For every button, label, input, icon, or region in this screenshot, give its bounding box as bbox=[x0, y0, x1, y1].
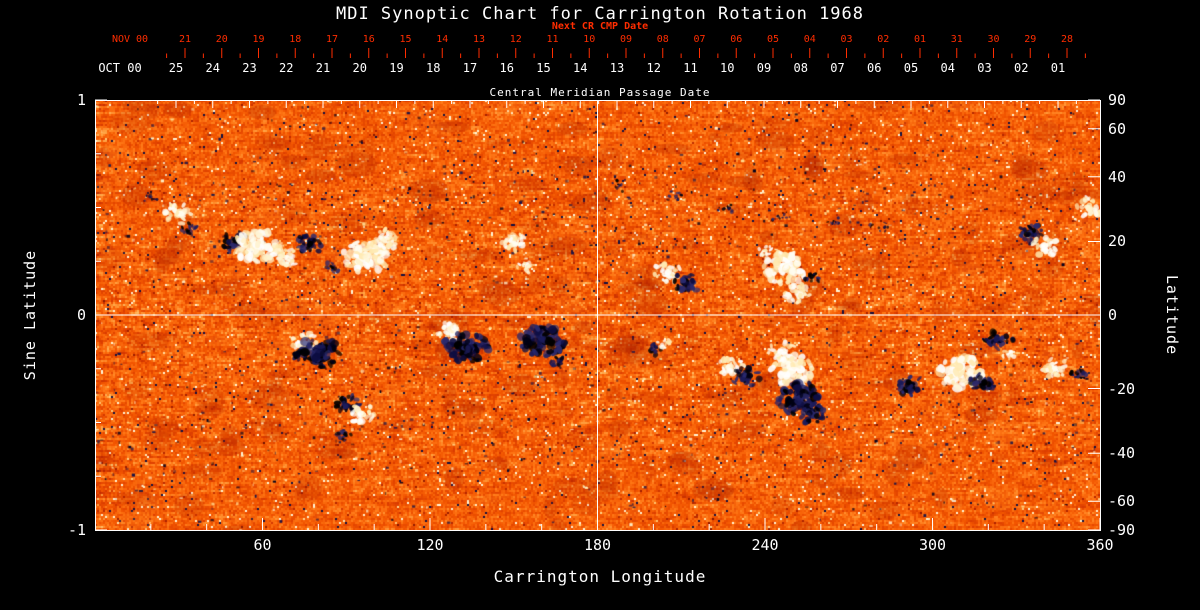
cmp-axis-day-label: 13 bbox=[610, 61, 624, 75]
red-axis-day-label: 09 bbox=[620, 34, 632, 45]
longitude-tick-label: 60 bbox=[253, 536, 271, 554]
longitude-tick-label: 120 bbox=[416, 536, 443, 554]
cmp-axis-day-label: 25 bbox=[169, 61, 183, 75]
cmp-axis-label: Central Meridian Passage Date bbox=[0, 86, 1200, 99]
latitude-tick-label: -40 bbox=[1108, 444, 1135, 462]
cmp-axis-day-label: 18 bbox=[426, 61, 440, 75]
red-axis-day-label: 14 bbox=[436, 34, 448, 45]
cmp-axis-day-label: 08 bbox=[794, 61, 808, 75]
red-axis-day-label: 31 bbox=[951, 34, 963, 45]
red-axis-day-label: 19 bbox=[252, 34, 264, 45]
cmp-axis-day-label: 17 bbox=[463, 61, 477, 75]
cmp-axis-day-label: 02 bbox=[1014, 61, 1028, 75]
red-axis-day-label: 01 bbox=[914, 34, 926, 45]
latitude-tick-label: -60 bbox=[1108, 492, 1135, 510]
cmp-axis-month-label: OCT 00 bbox=[98, 61, 141, 75]
red-axis-day-label: 15 bbox=[399, 34, 411, 45]
longitude-tick-label: 180 bbox=[584, 536, 611, 554]
next-cr-cmp-date-label: Next CR CMP Date bbox=[0, 21, 1200, 32]
cmp-axis-day-label: 19 bbox=[389, 61, 403, 75]
longitude-tick-label: 240 bbox=[751, 536, 778, 554]
red-axis-day-label: 10 bbox=[583, 34, 595, 45]
red-axis-day-label: 12 bbox=[510, 34, 522, 45]
cmp-axis-day-label: 06 bbox=[867, 61, 881, 75]
cmp-axis-day-label: 05 bbox=[904, 61, 918, 75]
latitude-tick-label: 40 bbox=[1108, 168, 1126, 186]
cmp-axis-day-label: 22 bbox=[279, 61, 293, 75]
red-axis-day-label: 06 bbox=[730, 34, 742, 45]
cmp-axis-day-label: 07 bbox=[830, 61, 844, 75]
magnetogram-image bbox=[95, 100, 1100, 530]
red-axis-month-label: NOV 00 bbox=[112, 34, 148, 45]
red-axis-day-label: 16 bbox=[363, 34, 375, 45]
cmp-axis-day-label: 20 bbox=[353, 61, 367, 75]
latitude-tick-label: 60 bbox=[1108, 120, 1126, 138]
latitude-tick-label: -20 bbox=[1108, 380, 1135, 398]
red-axis-day-label: 03 bbox=[840, 34, 852, 45]
cmp-axis-day-label: 14 bbox=[573, 61, 587, 75]
cmp-axis-day-label: 09 bbox=[757, 61, 771, 75]
longitude-tick-label: 360 bbox=[1086, 536, 1113, 554]
red-axis-day-label: 21 bbox=[179, 34, 191, 45]
cmp-axis-day-label: 10 bbox=[720, 61, 734, 75]
red-axis-tick-marks bbox=[167, 48, 1086, 58]
latitude-tick-label: 20 bbox=[1108, 232, 1126, 250]
red-axis-day-label: 05 bbox=[767, 34, 779, 45]
red-axis-day-label: 28 bbox=[1061, 34, 1073, 45]
red-axis-day-label: 29 bbox=[1024, 34, 1036, 45]
red-axis-day-label: 11 bbox=[546, 34, 558, 45]
cmp-axis-day-label: 03 bbox=[977, 61, 991, 75]
cmp-axis-day-label: 04 bbox=[941, 61, 955, 75]
latitude-tick-label: 0 bbox=[1108, 306, 1117, 324]
red-axis-day-label: 20 bbox=[216, 34, 228, 45]
cmp-axis-day-label: 23 bbox=[242, 61, 256, 75]
sine-latitude-tick-label: 0 bbox=[77, 306, 86, 324]
cmp-axis-day-label: 24 bbox=[206, 61, 220, 75]
cmp-axis-day-label: 11 bbox=[683, 61, 697, 75]
cmp-axis-day-label: 15 bbox=[536, 61, 550, 75]
red-axis-day-label: 30 bbox=[987, 34, 999, 45]
red-axis-day-label: 13 bbox=[473, 34, 485, 45]
cmp-axis-day-label: 21 bbox=[316, 61, 330, 75]
longitude-tick-label: 300 bbox=[919, 536, 946, 554]
cmp-axis-day-label: 12 bbox=[647, 61, 661, 75]
bottom-axis-title: Carrington Longitude bbox=[0, 567, 1200, 586]
latitude-tick-label: -90 bbox=[1108, 521, 1135, 539]
red-axis-day-label: 07 bbox=[693, 34, 705, 45]
red-axis-day-label: 04 bbox=[804, 34, 816, 45]
red-axis-day-label: 17 bbox=[326, 34, 338, 45]
red-axis-day-label: 08 bbox=[657, 34, 669, 45]
right-axis-title: Latitude bbox=[1163, 275, 1181, 355]
mdi-synoptic-chart: MDI Synoptic Chart for Carrington Rotati… bbox=[0, 0, 1200, 610]
cmp-axis-day-label: 16 bbox=[500, 61, 514, 75]
red-axis-day-label: 02 bbox=[877, 34, 889, 45]
left-axis-title: Sine Latitude bbox=[21, 250, 39, 380]
cmp-axis-day-label: 01 bbox=[1051, 61, 1065, 75]
red-axis-day-label: 18 bbox=[289, 34, 301, 45]
sine-latitude-tick-label: -1 bbox=[68, 521, 86, 539]
